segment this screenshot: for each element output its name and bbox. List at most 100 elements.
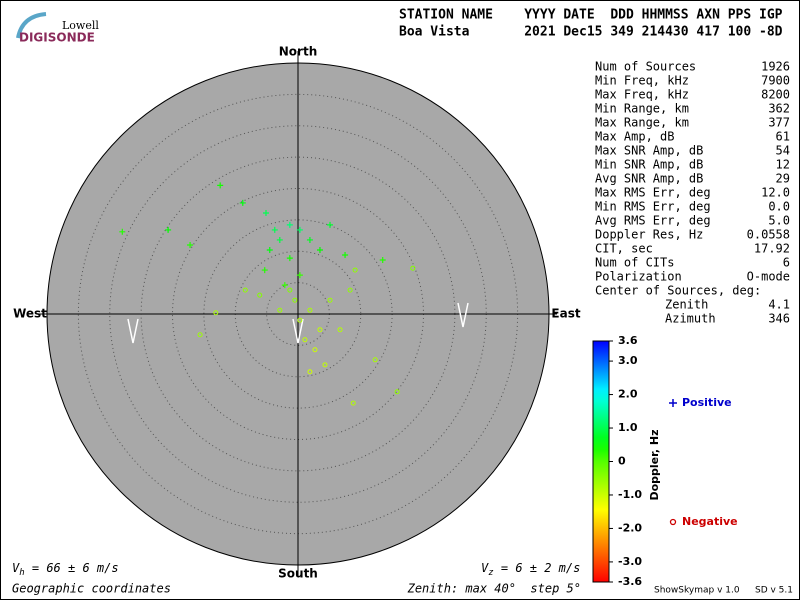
source-positive <box>119 228 126 235</box>
center-title: Center of Sources, deg: <box>595 284 761 298</box>
stat-value: 1926 <box>761 60 790 74</box>
source-negative <box>307 369 313 375</box>
version-text: ShowSkymap v 1.0 <box>654 586 740 596</box>
colorbar-tick-label: -2.0 <box>618 521 642 534</box>
source-positive <box>286 255 293 262</box>
source-negative <box>257 292 263 298</box>
colorbar-tick-label: -1.0 <box>618 488 642 501</box>
source-positive <box>281 282 288 289</box>
legend-marker <box>669 399 677 407</box>
stat-label: Num of Sources <box>595 60 696 74</box>
source-negative <box>297 317 303 323</box>
stat-value: O-mode <box>747 270 790 284</box>
source-positive <box>261 267 268 274</box>
logo-arc <box>16 12 47 39</box>
stat-label: Polarization <box>595 270 682 284</box>
center-label: Zenith <box>665 298 708 312</box>
velocity-text: Vz = 6 ± 2 m/s <box>481 561 580 578</box>
direction-label: North <box>279 45 317 59</box>
source-positive <box>379 257 386 264</box>
logo-top: Lowell <box>62 19 99 32</box>
legend-label: Negative <box>682 515 738 528</box>
colorbar-title: Doppler, Hz <box>648 429 661 500</box>
zenith-text: Zenith: max 40° step 5° <box>407 582 581 596</box>
source-negative <box>312 347 318 353</box>
source-positive <box>296 272 303 279</box>
source-negative <box>277 307 283 313</box>
source-negative <box>394 389 400 395</box>
stat-label: Avg RMS Err, deg <box>595 214 711 228</box>
source-positive <box>296 226 303 233</box>
stat-label: Max RMS Err, deg <box>595 186 711 200</box>
stat-label: Min SNR Amp, dB <box>595 158 703 172</box>
direction-label: East <box>551 307 580 321</box>
source-positive <box>306 236 313 243</box>
source-negative <box>197 332 203 338</box>
colorbar-tick-label: -3.6 <box>618 575 642 588</box>
source-positive <box>271 226 278 233</box>
stat-value: 0.0558 <box>747 228 790 242</box>
stat-label: CIT, sec <box>595 242 653 256</box>
source-negative <box>317 327 323 333</box>
velocity-text: Vh = 66 ± 6 m/s <box>12 561 119 578</box>
stat-label: Max Freq, kHz <box>595 88 689 102</box>
colorbar <box>592 340 610 583</box>
source-positive <box>165 226 172 233</box>
stat-label: Num of CITs <box>595 256 674 270</box>
source-negative <box>213 310 219 316</box>
legend-marker <box>669 518 677 526</box>
velocity-mark <box>292 318 304 344</box>
source-positive <box>286 221 293 228</box>
velocity-text: = 6 ± 2 m/s <box>494 561 581 575</box>
center-value: 4.1 <box>768 298 790 312</box>
velocity-text: = 66 ± 6 m/s <box>25 561 119 575</box>
colorbar-tick-label: 3.0 <box>618 354 638 367</box>
sd-text: SD v 5.1 <box>755 586 793 596</box>
source-negative <box>347 287 353 293</box>
source-negative <box>352 267 358 273</box>
stat-label: Doppler Res, Hz <box>595 228 703 242</box>
source-negative <box>307 307 313 313</box>
stat-label: Min Range, km <box>595 102 689 116</box>
velocity-subscript: h <box>19 568 24 578</box>
stat-value: 17.92 <box>754 242 790 256</box>
center-label: Azimuth <box>665 312 716 326</box>
colorbar-tick-label: 2.0 <box>618 388 638 401</box>
source-negative <box>287 287 293 293</box>
source-negative <box>327 297 333 303</box>
stat-value: 29 <box>776 172 790 186</box>
direction-label: South <box>278 567 318 581</box>
stat-value: 54 <box>776 144 790 158</box>
velocity-subscript: z <box>488 568 493 578</box>
source-positive <box>276 236 283 243</box>
stat-value: 377 <box>768 116 790 130</box>
source-negative <box>337 327 343 333</box>
source-negative <box>350 400 356 406</box>
stat-value: 362 <box>768 102 790 116</box>
source-positive <box>239 199 246 206</box>
source-positive <box>217 182 224 189</box>
stat-value: 12.0 <box>761 186 790 200</box>
source-negative <box>372 357 378 363</box>
source-positive <box>187 241 194 248</box>
stat-value: 8200 <box>761 88 790 102</box>
source-negative <box>410 265 416 271</box>
stat-value: 7900 <box>761 74 790 88</box>
colorbar-tick-label: -3.0 <box>618 555 642 568</box>
stat-value: 61 <box>776 130 790 144</box>
stat-value: 12 <box>776 158 790 172</box>
velocity-symbol: V <box>12 561 20 575</box>
source-positive <box>266 246 273 253</box>
direction-label: West <box>13 307 47 321</box>
colorbar-tick-label: 0 <box>618 455 626 468</box>
stat-label: Min RMS Err, deg <box>595 200 711 214</box>
stat-value: 0.0 <box>768 200 790 214</box>
legend-label: Positive <box>682 396 732 409</box>
source-negative <box>302 337 308 343</box>
velocity-symbol: V <box>481 561 489 575</box>
velocity-mark <box>457 302 469 328</box>
source-negative <box>322 362 328 368</box>
stat-value: 5.0 <box>768 214 790 228</box>
coords-text: Geographic coordinates <box>12 582 171 596</box>
